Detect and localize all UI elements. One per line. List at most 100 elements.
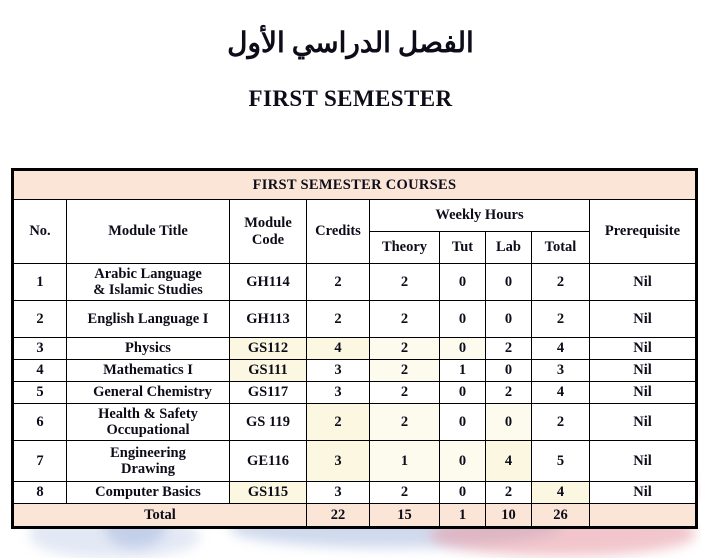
table-row: 4 Mathematics I GS111 3 2 1 0 3 Nil [12,359,697,382]
first-semester-courses-table: FIRST SEMESTER COURSES No. Module Title … [11,168,698,529]
cell-module-code: GS112 [229,337,307,360]
cell-prerequisite: Nil [589,263,697,301]
cell-theory: 2 [369,403,440,441]
cell-no: 6 [12,403,67,441]
column-header-theory: Theory [369,231,440,264]
column-header-tut: Tut [439,231,486,264]
module-title-line1: Health & Safety [98,405,198,422]
cell-total: 2 [531,300,590,338]
total-credits: 22 [306,503,370,528]
cell-total: 2 [531,263,590,301]
module-title-line2: Drawing [121,461,175,477]
cell-module-title: Mathematics I [66,359,230,382]
cell-tut: 0 [439,481,486,504]
cell-no: 2 [12,300,67,338]
courses-table-container: FIRST SEMESTER COURSES No. Module Title … [11,168,698,529]
column-header-module-code: Module Code [229,199,307,264]
cell-module-code: GS 119 [229,403,307,441]
table-row: 8 Computer Basics GS115 3 2 0 2 4 Nil [12,481,697,504]
cell-theory: 2 [369,481,440,504]
cell-lab: 2 [485,337,532,360]
cell-prerequisite: Nil [589,300,697,338]
cell-module-code: GE116 [229,440,307,482]
cell-prerequisite: Nil [589,359,697,382]
table-caption-row: FIRST SEMESTER COURSES [12,169,697,200]
total-lab: 10 [485,503,532,528]
total-total: 26 [531,503,590,528]
cell-credits: 2 [306,403,370,441]
cell-theory: 2 [369,381,440,404]
cell-credits: 3 [306,481,370,504]
column-header-prerequisite: Prerequisite [589,199,697,264]
table-total-row: Total 22 15 1 10 26 [12,503,697,528]
cell-credits: 4 [306,337,370,360]
total-tut: 1 [439,503,486,528]
cell-credits: 3 [306,359,370,382]
cell-no: 8 [12,481,67,504]
column-header-total: Total [531,231,590,264]
module-title-line1: Engineering [110,444,186,461]
cell-module-code: GS111 [229,359,307,382]
cell-credits: 2 [306,300,370,338]
column-header-credits: Credits [306,199,370,264]
table-header-row-1: No. Module Title Module Code Credits Wee… [12,199,697,264]
cell-tut: 0 [439,440,486,482]
module-code-line1: Module [244,215,292,232]
table-row: 1 Arabic Language & Islamic Studies GH11… [12,263,697,301]
cell-credits: 2 [306,263,370,301]
cell-total: 3 [531,359,590,382]
cell-prerequisite: Nil [589,337,697,360]
cell-tut: 0 [439,381,486,404]
cell-lab: 4 [485,440,532,482]
cell-prerequisite: Nil [589,403,697,441]
cell-theory: 1 [369,440,440,482]
cell-total: 2 [531,403,590,441]
module-code-line2: Code [251,231,285,248]
cell-credits: 3 [306,440,370,482]
cell-theory: 2 [369,263,440,301]
cell-tut: 0 [439,403,486,441]
column-header-lab: Lab [485,231,532,264]
cell-theory: 2 [369,337,440,360]
total-theory: 15 [369,503,440,528]
cell-prerequisite: Nil [589,381,697,404]
cell-module-code: GS115 [229,481,307,504]
table-row: 6 Health & Safety Occupational GS 119 2 … [12,403,697,441]
module-title-line2: Occupational [106,422,190,438]
cell-module-title: Physics [66,337,230,360]
column-header-module-title: Module Title [66,199,230,264]
cell-theory: 2 [369,359,440,382]
cell-credits: 3 [306,381,370,404]
cell-module-code: GH113 [229,300,307,338]
cell-total: 4 [531,337,590,360]
cell-module-title: Arabic Language & Islamic Studies [66,263,230,301]
cell-lab: 0 [485,263,532,301]
cell-total: 5 [531,440,590,482]
module-title-line2: & Islamic Studies [93,282,203,298]
cell-prerequisite: Nil [589,481,697,504]
table-row: 3 Physics GS112 4 2 0 2 4 Nil [12,337,697,360]
cell-module-code: GS117 [229,381,307,404]
column-header-weekly-hours: Weekly Hours [369,199,590,232]
table-row: 5 General Chemistry GS117 3 2 0 2 4 Nil [12,381,697,404]
cell-module-title: English Language I [66,300,230,338]
cell-no: 4 [12,359,67,382]
heading-arabic: الفصل الدراسي الأول [227,28,474,59]
cell-module-title: Computer Basics [66,481,230,504]
cell-tut: 0 [439,263,486,301]
total-prerequisite [589,503,697,528]
cell-lab: 2 [485,381,532,404]
table-row: 2 English Language I GH113 2 2 0 0 2 Nil [12,300,697,338]
cell-no: 5 [12,381,67,404]
column-header-no: No. [12,199,67,264]
cell-tut: 1 [439,359,486,382]
cell-module-title: Health & Safety Occupational [66,403,230,441]
table-header-row-2: Theory Tut Lab Total [13,231,697,264]
table-caption: FIRST SEMESTER COURSES [12,169,697,200]
module-title-line1: Arabic Language [94,265,202,282]
cell-total: 4 [531,381,590,404]
cell-tut: 0 [439,337,486,360]
heading-english: FIRST SEMESTER [248,86,453,111]
cell-tut: 0 [439,300,486,338]
cell-no: 3 [12,337,67,360]
